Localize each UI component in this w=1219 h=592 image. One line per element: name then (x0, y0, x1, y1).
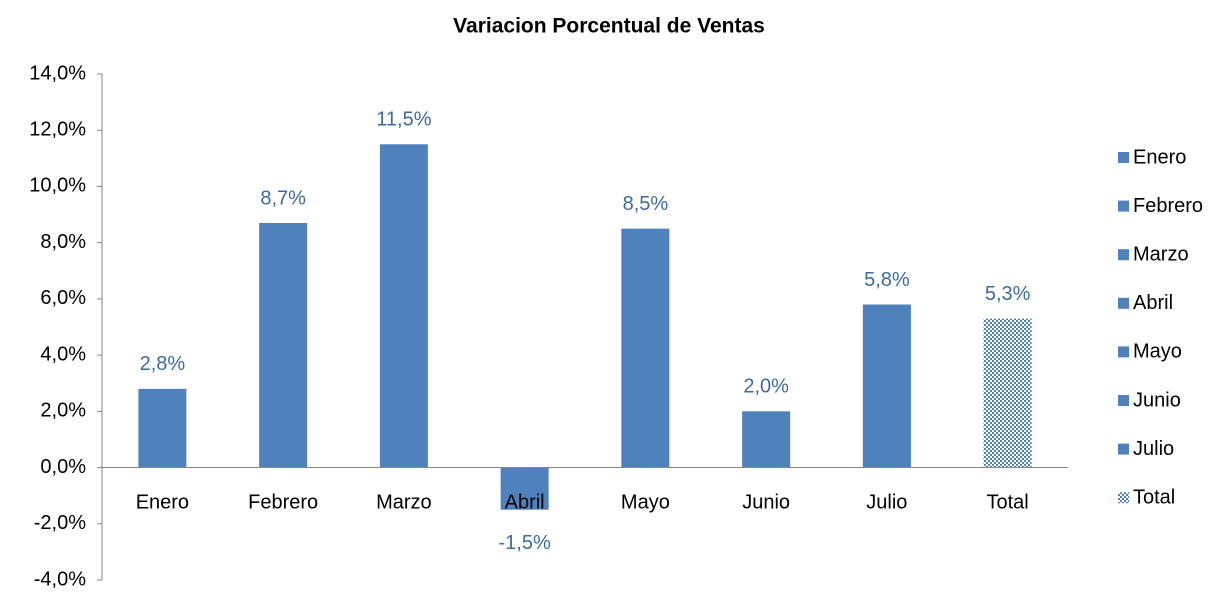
value-label: 2,0% (743, 376, 789, 398)
y-tick-label: -4,0% (34, 568, 86, 590)
x-tick-label: Abril (505, 491, 545, 513)
legend-label: Total (1133, 486, 1175, 508)
x-tick-label: Enero (136, 491, 189, 513)
bar (138, 388, 187, 468)
legend-swatch (1118, 297, 1129, 309)
x-tick-label: Febrero (248, 491, 318, 513)
legend-label: Marzo (1133, 243, 1189, 265)
legend-label: Julio (1133, 438, 1174, 460)
y-tick-label: 2,0% (40, 400, 86, 422)
x-tick-label: Julio (866, 491, 907, 513)
bar (379, 144, 428, 468)
y-tick-label: -2,0% (34, 512, 86, 534)
x-tick-label: Mayo (621, 491, 670, 513)
y-tick-label: 4,0% (40, 343, 86, 365)
legend-swatch (1118, 249, 1129, 261)
y-tick-label: 6,0% (40, 287, 86, 309)
legend-swatch (1118, 443, 1129, 455)
bar (742, 411, 791, 468)
bar (500, 467, 549, 510)
y-tick-label: 8,0% (40, 231, 86, 253)
value-label: 8,7% (260, 187, 306, 209)
value-label: 8,5% (623, 193, 669, 215)
bar (621, 228, 670, 468)
legend-swatch (1118, 200, 1129, 212)
y-tick-label: 10,0% (29, 175, 86, 197)
legend-swatch (1118, 152, 1129, 163)
legend-swatch (1118, 346, 1129, 358)
x-tick-label: Total (987, 491, 1029, 513)
legend-label: Abril (1133, 292, 1173, 314)
legend-label: Junio (1133, 389, 1181, 411)
legend-label: Mayo (1133, 341, 1182, 363)
value-label: 2,8% (140, 353, 186, 375)
chart-title: Variacion Porcentual de Ventas (453, 15, 765, 38)
y-tick-label: 14,0% (29, 62, 86, 84)
value-label: 5,3% (985, 283, 1031, 305)
legend-swatch (1118, 492, 1129, 504)
value-label: 11,5% (376, 109, 431, 131)
bar (259, 222, 308, 468)
bar (862, 304, 911, 468)
value-label: 5,8% (864, 269, 910, 291)
x-tick-label: Junio (742, 491, 790, 513)
bar (983, 318, 1032, 468)
legend-label: Febrero (1133, 195, 1203, 217)
legend-swatch (1118, 395, 1129, 406)
value-label: -1,5% (499, 532, 551, 554)
y-tick-label: 12,0% (29, 119, 86, 141)
x-tick-label: Marzo (376, 491, 432, 513)
legend-label: Enero (1133, 146, 1186, 168)
y-tick-label: 0,0% (40, 456, 86, 478)
